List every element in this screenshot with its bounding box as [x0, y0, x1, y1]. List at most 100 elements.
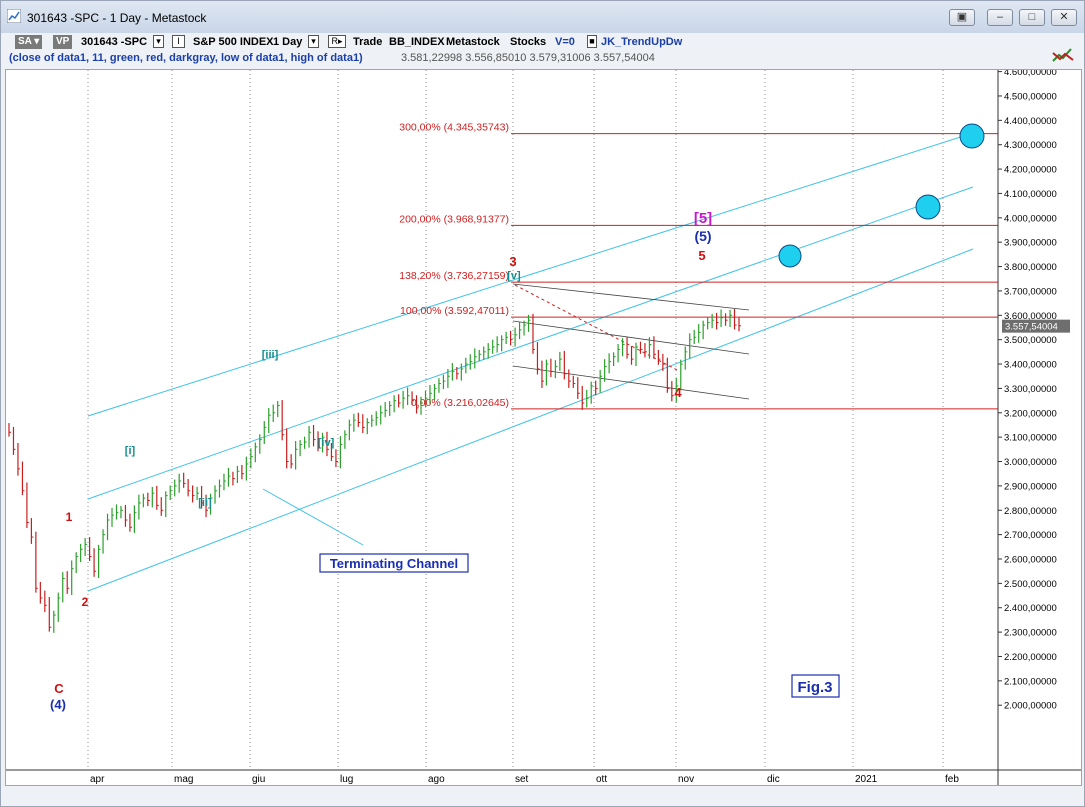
price-bar — [174, 479, 177, 497]
price-bar — [362, 414, 365, 434]
price-bar — [693, 329, 697, 345]
price-bar — [657, 349, 661, 365]
expert-label: JK_TrendUpDw — [601, 36, 683, 48]
price-bar — [639, 341, 643, 354]
price-bar — [415, 395, 419, 414]
price-bar — [26, 482, 29, 529]
price-bar — [581, 385, 585, 410]
price-bar — [178, 473, 182, 493]
price-bar — [21, 461, 25, 496]
price-bar — [66, 571, 70, 594]
fib-level-label: 0,00% (3.216,02645) — [411, 397, 509, 409]
y-tick-label: 3.000,00000 — [1004, 457, 1057, 468]
y-tick-label: 4.000,00000 — [1004, 213, 1057, 224]
y-tick-label: 2.000,00000 — [1004, 701, 1057, 712]
price-bar — [254, 442, 258, 463]
price-chart[interactable]: 300,00% (4.345,35743) 200,00% (3.968,9137… — [6, 70, 1081, 785]
grey-channel-line — [512, 283, 750, 311]
y-tick-label: 3.900,00000 — [1004, 238, 1057, 249]
price-bar — [48, 597, 52, 632]
wave-label-ii: [ii] — [198, 497, 212, 509]
price-bar — [245, 456, 249, 481]
y-tick-label: 3.600,00000 — [1004, 311, 1057, 322]
terminating-channel-box — [319, 553, 469, 573]
expert-toggle[interactable]: ■ — [587, 35, 597, 48]
y-tick-label: 3.500,00000 — [1004, 335, 1057, 346]
minimize-button[interactable]: – — [987, 9, 1013, 26]
maximize-button[interactable]: □ — [1019, 9, 1045, 26]
price-bar — [183, 472, 186, 488]
y-tick-label: 4.300,00000 — [1004, 140, 1057, 151]
sa-chip-label: SA — [18, 36, 32, 47]
price-bar — [277, 401, 280, 418]
price-bar — [545, 359, 549, 386]
price-bar — [456, 366, 459, 380]
price-bar — [97, 544, 101, 579]
y-tick-label: 2.400,00000 — [1004, 603, 1057, 614]
price-bar — [39, 581, 43, 604]
price-bar — [353, 413, 356, 432]
price-bar — [527, 314, 531, 332]
y-tick-label: 3.100,00000 — [1004, 433, 1057, 444]
price-bar — [330, 442, 334, 462]
price-bar — [12, 426, 16, 455]
price-bar — [702, 320, 706, 340]
trade-label[interactable]: Trade — [353, 36, 383, 48]
wave-label-5: 5 — [698, 248, 705, 263]
price-bar — [586, 389, 589, 408]
period-label: 1 Day — [273, 36, 303, 48]
price-bar — [133, 505, 137, 533]
y-tick-label: 2.300,00000 — [1004, 628, 1057, 639]
channel-line — [87, 186, 974, 500]
price-bar — [151, 486, 155, 508]
x-tick-label: nov — [678, 774, 694, 785]
close-button[interactable]: ✕ — [1051, 9, 1077, 26]
price-bar — [138, 494, 141, 520]
y-tick-label: 4.400,00000 — [1004, 116, 1057, 127]
source-label: BB_INDEX — [389, 36, 445, 48]
target-circle — [959, 123, 985, 149]
price-bar — [496, 336, 500, 353]
price-bar — [75, 552, 79, 574]
period-dropdown[interactable]: ▾ — [308, 35, 319, 48]
price-bar — [259, 434, 262, 454]
x-tick-label: lug — [340, 774, 353, 785]
y-tick-label: 4.100,00000 — [1004, 189, 1057, 200]
price-bar — [281, 400, 285, 441]
price-bar — [729, 309, 733, 327]
x-tick-label: giu — [252, 774, 265, 785]
price-bar — [621, 338, 625, 357]
price-bar — [124, 504, 128, 527]
price-bar — [308, 425, 312, 448]
price-bar — [733, 308, 737, 330]
price-bar — [250, 448, 253, 469]
x-tick-label: mag — [174, 774, 193, 785]
price-bar — [80, 543, 83, 563]
price-bar — [366, 418, 370, 435]
price-bar — [263, 421, 267, 444]
title-bar[interactable]: 301643 -SPC - 1 Day - Metastock ▣ – □ ✕ — [1, 1, 1084, 33]
channel-line — [87, 132, 974, 417]
trend-icon[interactable] — [1051, 45, 1075, 65]
restore-layout-button[interactable]: ▣ — [949, 9, 975, 26]
channel-pointer-line — [262, 488, 364, 546]
price-bar — [487, 343, 491, 359]
price-bar — [295, 441, 298, 470]
price-bar — [514, 327, 518, 347]
x-tick-label: set — [515, 774, 529, 785]
price-bar — [613, 352, 616, 366]
symbol-dropdown[interactable]: ▾ — [153, 35, 164, 48]
r-box[interactable]: R▸ — [328, 35, 346, 48]
chart-panel[interactable]: 300,00% (4.345,35743) 200,00% (3.968,9137… — [5, 69, 1082, 786]
grey-channel-line — [512, 320, 750, 355]
vp-chip[interactable]: VP — [53, 35, 73, 49]
price-bar — [424, 390, 428, 408]
status-bar — [1, 790, 1084, 806]
indicator-box[interactable]: I — [172, 35, 185, 48]
wave-label-big5: [5] — [694, 210, 712, 227]
sa-chip[interactable]: SA ▾ — [15, 35, 43, 49]
price-bar — [420, 396, 424, 415]
price-bar — [666, 357, 670, 393]
category-label: Stocks — [510, 36, 547, 48]
price-bar — [129, 513, 132, 532]
